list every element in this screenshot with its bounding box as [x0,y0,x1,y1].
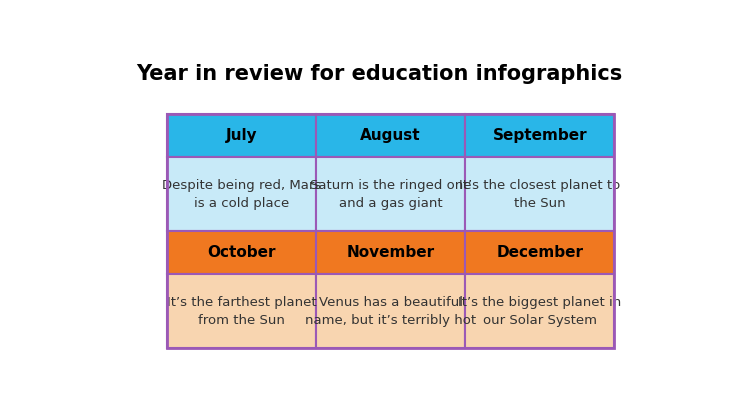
Text: It’s the biggest planet in
our Solar System: It’s the biggest planet in our Solar Sys… [458,296,622,327]
Bar [316,114,465,157]
Text: November: November [346,245,435,260]
Text: Saturn is the ringed one
and a gas giant: Saturn is the ringed one and a gas giant [310,178,471,210]
Bar [465,114,614,157]
Text: October: October [207,245,276,260]
Text: Despite being red, Mars
is a cold place: Despite being red, Mars is a cold place [162,178,321,210]
Text: It’s the closest planet to
the Sun: It’s the closest planet to the Sun [460,178,620,210]
Bar [465,157,614,231]
Bar [316,231,465,274]
Bar [167,274,316,348]
Text: July: July [226,128,258,143]
Bar [167,114,614,348]
Bar [167,231,316,274]
Text: Year in review for education infographics: Year in review for education infographic… [136,64,622,84]
Bar [316,157,465,231]
Text: August: August [360,128,421,143]
Text: It’s the farthest planet
from the Sun: It’s the farthest planet from the Sun [166,296,317,327]
Text: December: December [497,245,583,260]
Text: Venus has a beautiful
name, but it’s terribly hot: Venus has a beautiful name, but it’s ter… [305,296,477,327]
Bar [167,114,316,157]
Bar [465,274,614,348]
Bar [465,231,614,274]
Text: September: September [493,128,587,143]
Bar [167,157,316,231]
Bar [316,274,465,348]
